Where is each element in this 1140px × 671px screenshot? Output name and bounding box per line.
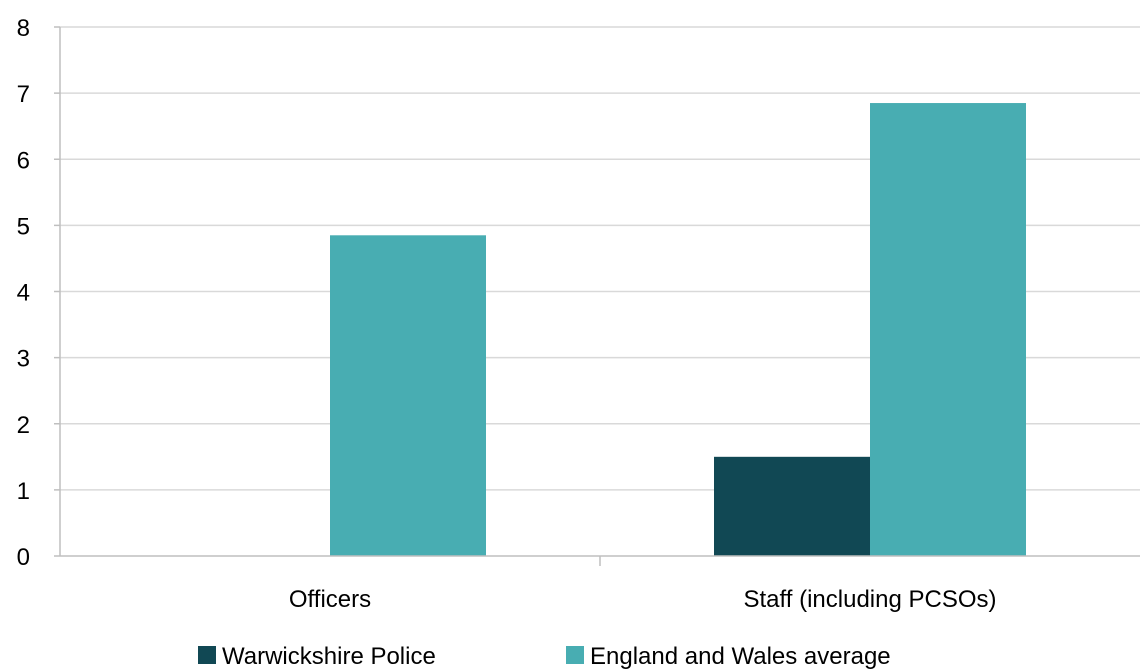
y-tick-label: 6: [17, 147, 30, 174]
bar-warwickshire-staff: [714, 456, 870, 556]
y-tick-label: 0: [17, 544, 30, 571]
legend-item: Warwickshire Police: [198, 643, 436, 670]
bars: [330, 103, 1026, 556]
y-tick-label: 5: [17, 213, 30, 240]
y-tick-label: 4: [17, 280, 30, 307]
gridlines: [60, 26, 1140, 491]
x-category-label: Staff (including PCSOs): [744, 586, 997, 613]
bar-england-wales-officers: [330, 235, 486, 556]
legend: Warwickshire Police England and Wales ave…: [198, 643, 891, 670]
legend-item: England and Wales average: [566, 643, 891, 670]
y-tick-label: 1: [17, 478, 30, 505]
legend-label: Warwickshire Police: [222, 643, 436, 670]
y-tick-label: 2: [17, 412, 30, 439]
bar-england-wales-staff: [870, 103, 1026, 556]
y-tick-label: 8: [17, 15, 30, 42]
x-category-label: Officers: [289, 586, 371, 613]
y-tick-label: 7: [17, 81, 30, 108]
x-axis-category-labels: Officers Staff (including PCSOs): [289, 586, 997, 613]
axes: [54, 26, 1140, 566]
legend-label: England and Wales average: [590, 643, 891, 670]
y-tick-label: 3: [17, 346, 30, 373]
legend-swatch: [566, 646, 584, 664]
y-axis-tick-labels: 0 1 2 3 4 5 6 7 8: [17, 15, 30, 571]
legend-swatch: [198, 646, 216, 664]
